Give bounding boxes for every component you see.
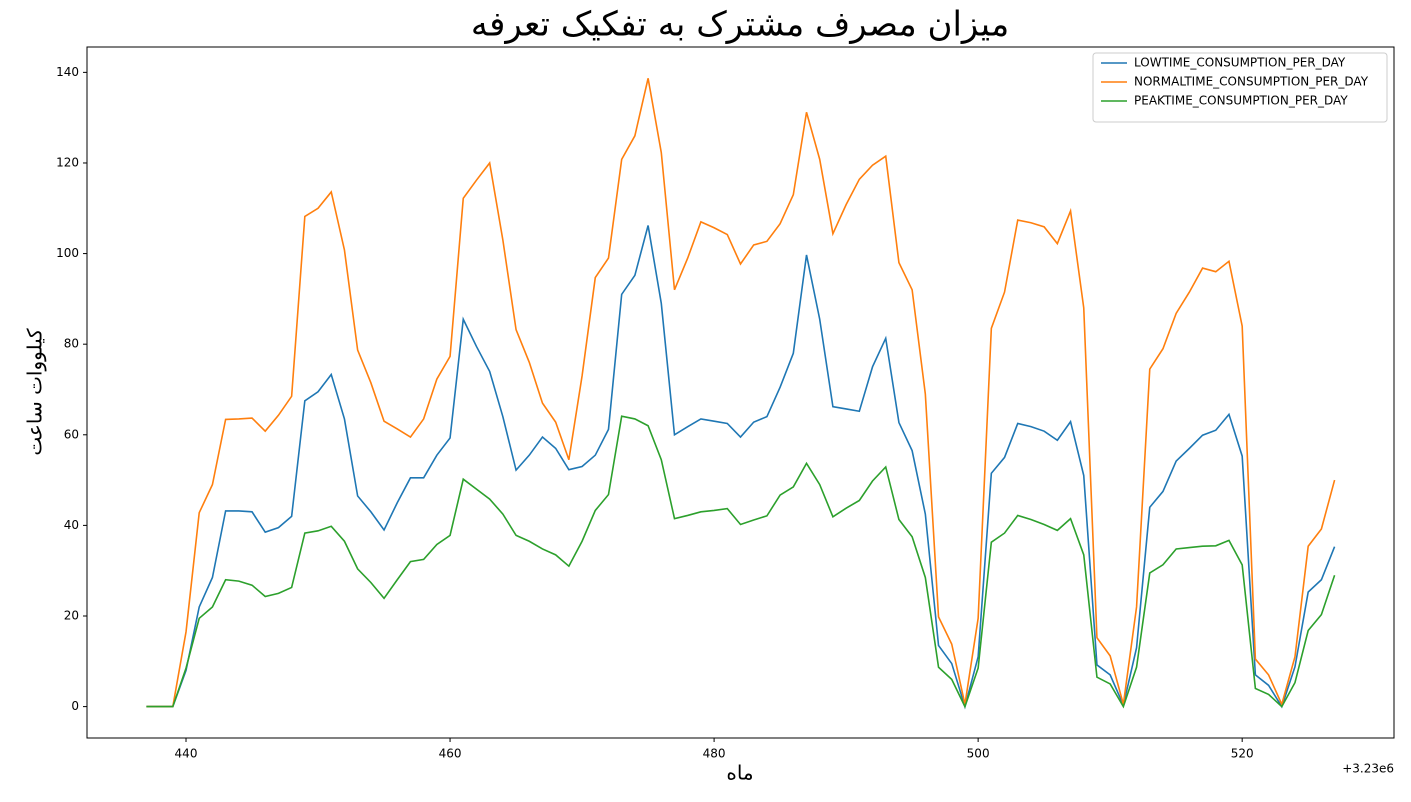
y-axis-label: کیلووات ساعت — [23, 328, 47, 456]
legend-label: NORMALTIME_CONSUMPTION_PER_DAY — [1134, 75, 1369, 89]
y-tick-label: 40 — [64, 518, 79, 532]
x-tick-label: 480 — [703, 747, 726, 761]
y-tick-label: 80 — [64, 337, 79, 351]
x-tick-label: 440 — [175, 747, 198, 761]
y-tick-label: 120 — [56, 155, 79, 169]
y-tick-label: 140 — [56, 65, 79, 79]
y-tick-label: 100 — [56, 246, 79, 260]
x-tick-label: 460 — [439, 747, 462, 761]
data-line — [146, 78, 1336, 708]
plot-frame — [86, 46, 1395, 739]
y-tick-label: 60 — [64, 427, 79, 441]
y-tick-label: 20 — [64, 609, 79, 623]
x-tick-label: 520 — [1231, 747, 1254, 761]
chart-title: میزان مصرف مشترک به تفکیک تعرفه — [471, 5, 1009, 45]
x-axis-label: ماه — [726, 761, 753, 785]
data-line — [146, 415, 1336, 709]
data-line — [146, 225, 1336, 710]
x-offset-label: +3.23e6 — [1342, 762, 1394, 776]
legend-box — [1092, 52, 1388, 123]
x-tick-label: 500 — [967, 747, 990, 761]
y-tick-label: 0 — [71, 699, 79, 713]
legend-label: LOWTIME_CONSUMPTION_PER_DAY — [1134, 56, 1346, 70]
legend-label: PEAKTIME_CONSUMPTION_PER_DAY — [1134, 94, 1348, 108]
